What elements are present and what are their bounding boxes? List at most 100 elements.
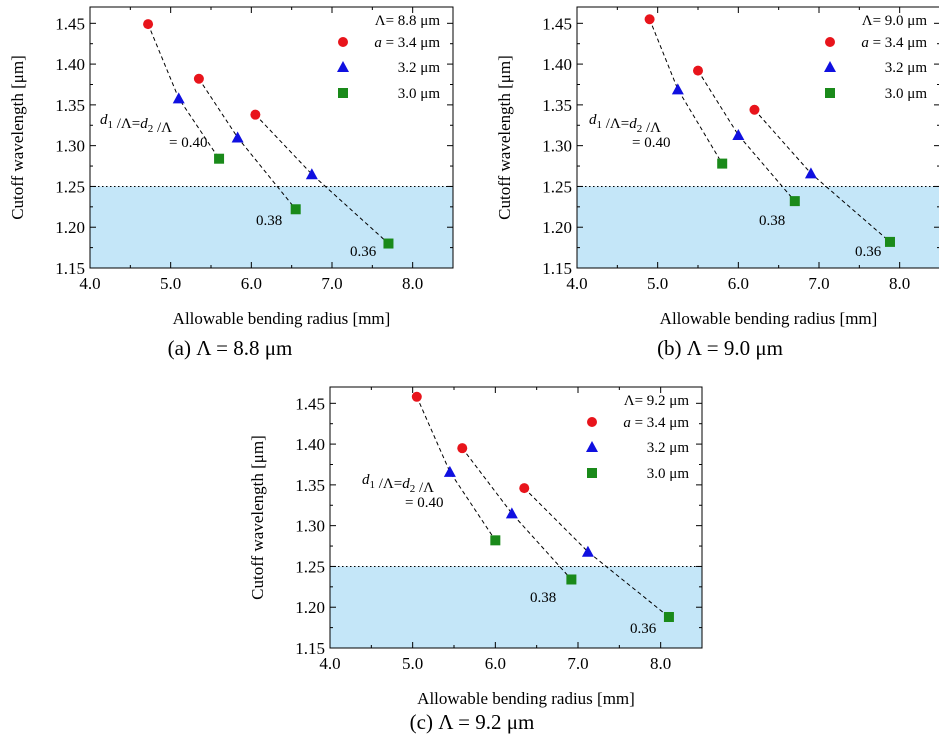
annotation-d-ratio-part: /Λ= (113, 116, 140, 132)
legend: Λ= 9.0 μm a = 3.4 μm 3.2 μm 3.0 μm (824, 13, 927, 102)
y-axis-title: Cutoff wavelength [μm] (248, 435, 267, 600)
y-tick-label: 1.20 (295, 598, 325, 617)
data-point-triangle (443, 465, 456, 477)
data-point-square (214, 153, 225, 164)
legend-label-a34: a = 3.4 μm (623, 415, 689, 431)
annotation-038: 0.38 (256, 213, 282, 229)
legend-value-a34: = 3.4 μm (869, 35, 928, 51)
annotation-036: 0.36 (855, 244, 882, 260)
d-ratio-guide-line (416, 396, 496, 541)
annotation-d-ratio-part: /Λ (642, 120, 661, 136)
x-tick-label: 4.0 (319, 654, 340, 673)
annotation-036: 0.36 (630, 621, 657, 637)
y-tick-label: 1.40 (542, 55, 572, 74)
legend-title: Λ= 8.8 μm (375, 13, 441, 29)
y-tick-label: 1.30 (295, 517, 325, 536)
data-point-circle (644, 14, 655, 25)
annotation-d-ratio-part: d (140, 116, 148, 132)
annotation-d-ratio-part: /Λ (153, 120, 172, 136)
x-tick-label: 8.0 (650, 654, 671, 673)
legend-symbol-a: a (623, 415, 631, 431)
x-tick-label: 7.0 (808, 274, 829, 293)
legend-label-a32: 3.2 μm (885, 60, 928, 76)
annotation-d-ratio-part: 1 (597, 119, 603, 131)
y-tick-label: 1.15 (55, 259, 85, 278)
annotation-d-ratio: d1 /Λ=d2 /Λ (362, 472, 434, 496)
legend-marker-triangle (337, 61, 349, 72)
y-tick-label: 1.35 (542, 96, 572, 115)
annotation-d-ratio-part: d (362, 472, 370, 488)
y-tick-label: 1.25 (295, 557, 325, 576)
y-tick-label: 1.30 (542, 137, 572, 156)
x-tick-label: 7.0 (321, 274, 342, 293)
data-point-square (290, 204, 301, 215)
x-tick-label: 7.0 (567, 654, 588, 673)
x-tick-label: 8.0 (889, 274, 910, 293)
x-axis-title: Allowable bending radius [mm] (173, 309, 391, 328)
cutoff-shaded-region (90, 186, 453, 268)
annotation-040: = 0.40 (632, 135, 670, 151)
x-tick-label: 6.0 (241, 274, 262, 293)
legend-label-a30: 3.0 μm (885, 86, 928, 102)
y-tick-label: 1.35 (55, 96, 85, 115)
legend-marker-square (825, 88, 835, 98)
x-tick-label: 5.0 (402, 654, 423, 673)
data-point-circle (411, 391, 422, 402)
annotation-d-ratio-part: /Λ= (602, 116, 629, 132)
annotation-040: = 0.40 (169, 135, 207, 151)
d-ratio-guide-line (461, 447, 572, 580)
legend-marker-circle (587, 417, 597, 427)
annotation-d-ratio-part: 1 (108, 119, 114, 131)
data-point-triangle (581, 545, 594, 557)
legend-symbol-a: a (374, 35, 382, 51)
d-ratio-guide-line (649, 19, 723, 164)
data-point-square (663, 612, 674, 623)
data-point-square (789, 196, 800, 207)
data-point-triangle (172, 92, 185, 104)
legend-label-a32: 3.2 μm (647, 440, 690, 456)
plot-frame (89, 6, 454, 269)
y-tick-label: 1.25 (542, 177, 572, 196)
annotation-d-ratio-part: d (629, 116, 637, 132)
legend-label-a34: a = 3.4 μm (374, 35, 440, 51)
x-tick-label: 8.0 (402, 274, 423, 293)
x-tick-label: 5.0 (647, 274, 668, 293)
x-tick-label: 5.0 (160, 274, 181, 293)
data-point-triangle (732, 129, 745, 141)
y-tick-label: 1.20 (542, 218, 572, 237)
legend-label-a30: 3.0 μm (647, 466, 690, 482)
chart-panel-3: 4.0 5.0 6.0 7.0 8.0 1.15 1.20 1.25 1.30 1.35 1.40 1… (248, 386, 703, 734)
legend: Λ= 9.2 μm a = 3.4 μm 3.2 μm 3.0 μm (586, 393, 689, 482)
d-ratio-guide-line (523, 487, 670, 618)
data-point-triangle (671, 83, 684, 95)
data-point-triangle (305, 168, 318, 180)
x-axis-title: Allowable bending radius [mm] (660, 309, 878, 328)
annotation-d-ratio-part: /Λ= (375, 476, 402, 492)
legend-value-a34: = 3.4 μm (382, 35, 441, 51)
legend-title: Λ= 9.2 μm (624, 393, 690, 409)
y-tick-label: 1.45 (542, 14, 572, 33)
y-tick-label: 1.40 (295, 435, 325, 454)
cutoff-shaded-region (577, 186, 939, 268)
legend: Λ= 8.8 μm a = 3.4 μm 3.2 μm 3.0 μm (337, 13, 440, 102)
y-tick-label: 1.20 (55, 218, 85, 237)
annotation-d-ratio-part: d (589, 112, 597, 128)
y-tick-label: 1.15 (542, 259, 572, 278)
y-tick-label: 1.30 (55, 137, 85, 156)
annotation-038: 0.38 (530, 590, 556, 606)
legend-marker-circle (338, 37, 348, 47)
data-point-square (884, 236, 895, 247)
data-point-square (490, 535, 501, 546)
legend-marker-square (338, 88, 348, 98)
legend-label-a34: a = 3.4 μm (861, 35, 927, 51)
annotation-d-ratio: d1 /Λ=d2 /Λ (100, 112, 172, 136)
panel-caption: (a) Λ = 8.8 μm (168, 336, 293, 360)
annotation-d-ratio-part: d (100, 112, 108, 128)
x-tick-label: 4.0 (79, 274, 100, 293)
y-axis-title: Cutoff wavelength [μm] (8, 55, 27, 220)
data-point-square (717, 158, 728, 169)
panel-caption: (b) Λ = 9.0 μm (657, 336, 783, 360)
legend-marker-square (587, 468, 597, 478)
chart-panel-2: 4.0 5.0 6.0 7.0 8.0 1.15 1.20 1.25 1.30 1.35 1.40 1… (495, 6, 939, 360)
